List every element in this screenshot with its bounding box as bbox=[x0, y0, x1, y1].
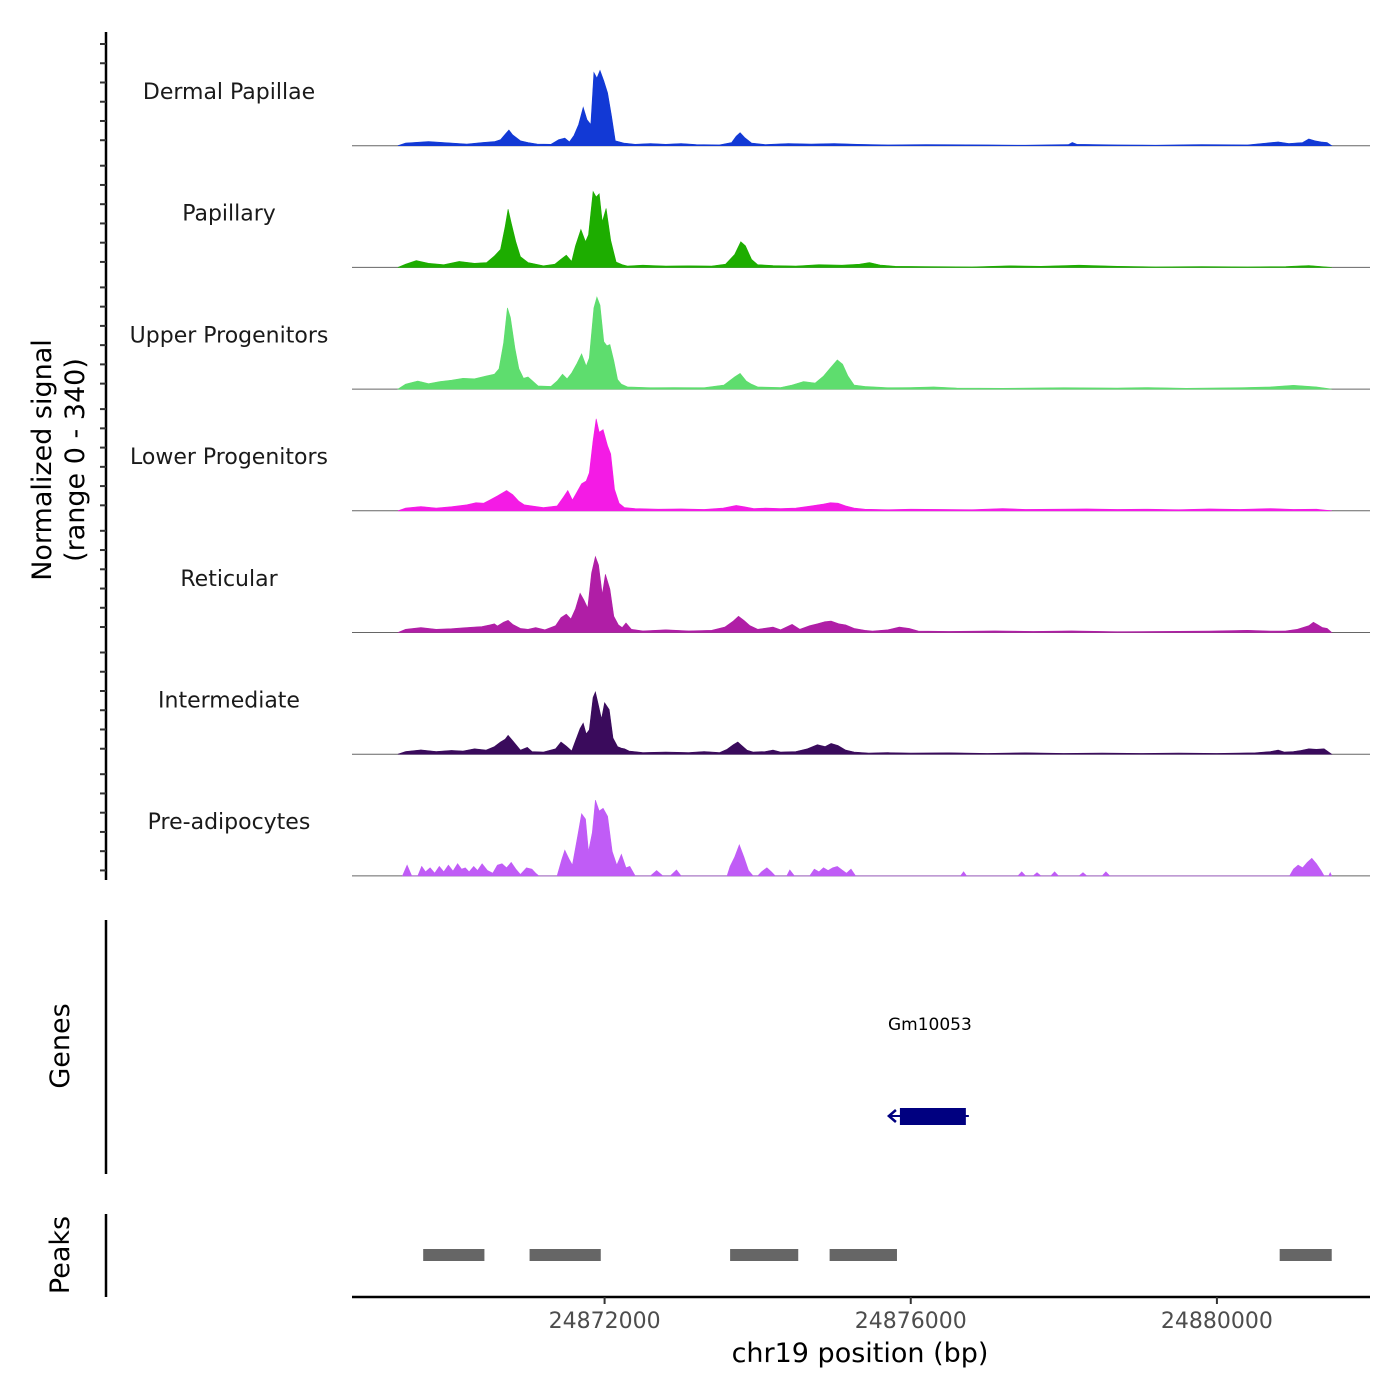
peak-region bbox=[829, 1249, 897, 1261]
track-label: Dermal Papillae bbox=[143, 80, 315, 105]
gene-track: Gm10053 bbox=[886, 1015, 972, 1125]
x-axis-label: chr19 position (bp) bbox=[732, 1338, 989, 1369]
peak-track bbox=[423, 1249, 1332, 1261]
y-axis-label-line1: Normalized signal bbox=[27, 339, 58, 581]
y-axis-label-line2: (range 0 - 340) bbox=[60, 358, 91, 562]
coverage-area bbox=[396, 296, 1332, 390]
x-tick-label: 24876000 bbox=[855, 1309, 967, 1334]
track-label: Pre-adipocytes bbox=[148, 810, 311, 835]
coverage-area bbox=[397, 418, 1332, 512]
coverage-track: Lower Progenitors bbox=[130, 418, 1370, 512]
coverage-track: Reticular bbox=[180, 555, 1370, 633]
peak-region bbox=[730, 1249, 799, 1261]
x-tick-label: 24880000 bbox=[1161, 1309, 1273, 1334]
x-axis: 24872000 24876000 24880000 bbox=[352, 1295, 1370, 1334]
coverage-area bbox=[397, 69, 1333, 146]
coverage-area bbox=[397, 691, 1333, 755]
coverage-track: Intermediate bbox=[158, 689, 1370, 755]
coverage-track: Papillary bbox=[182, 190, 1370, 268]
x-tick-label: 24872000 bbox=[549, 1309, 661, 1334]
peaks-axis-label: Peaks bbox=[45, 1216, 76, 1294]
track-label: Intermediate bbox=[158, 689, 300, 714]
peak-region bbox=[1279, 1249, 1332, 1261]
peak-region bbox=[529, 1249, 601, 1261]
coverage-tracks: Dermal Papillae Papillary Upper Progenitor… bbox=[130, 69, 1370, 877]
coverage-track: Pre-adipocytes bbox=[148, 800, 1370, 877]
coverage-y-axis bbox=[100, 32, 108, 880]
track-label: Reticular bbox=[180, 567, 278, 592]
track-label: Lower Progenitors bbox=[130, 445, 328, 470]
coverage-track: Dermal Papillae bbox=[143, 69, 1370, 147]
gene-strand-arrow bbox=[886, 1109, 897, 1123]
peak-region bbox=[423, 1249, 485, 1261]
track-label: Upper Progenitors bbox=[130, 323, 329, 348]
coverage-area bbox=[402, 800, 1333, 877]
coverage-area bbox=[397, 190, 1332, 268]
coverage-track: Upper Progenitors bbox=[130, 296, 1370, 390]
genes-axis-label: Genes bbox=[45, 1003, 76, 1088]
coverage-area bbox=[397, 555, 1333, 633]
gene-label: Gm10053 bbox=[888, 1015, 972, 1035]
track-label: Papillary bbox=[182, 202, 276, 227]
